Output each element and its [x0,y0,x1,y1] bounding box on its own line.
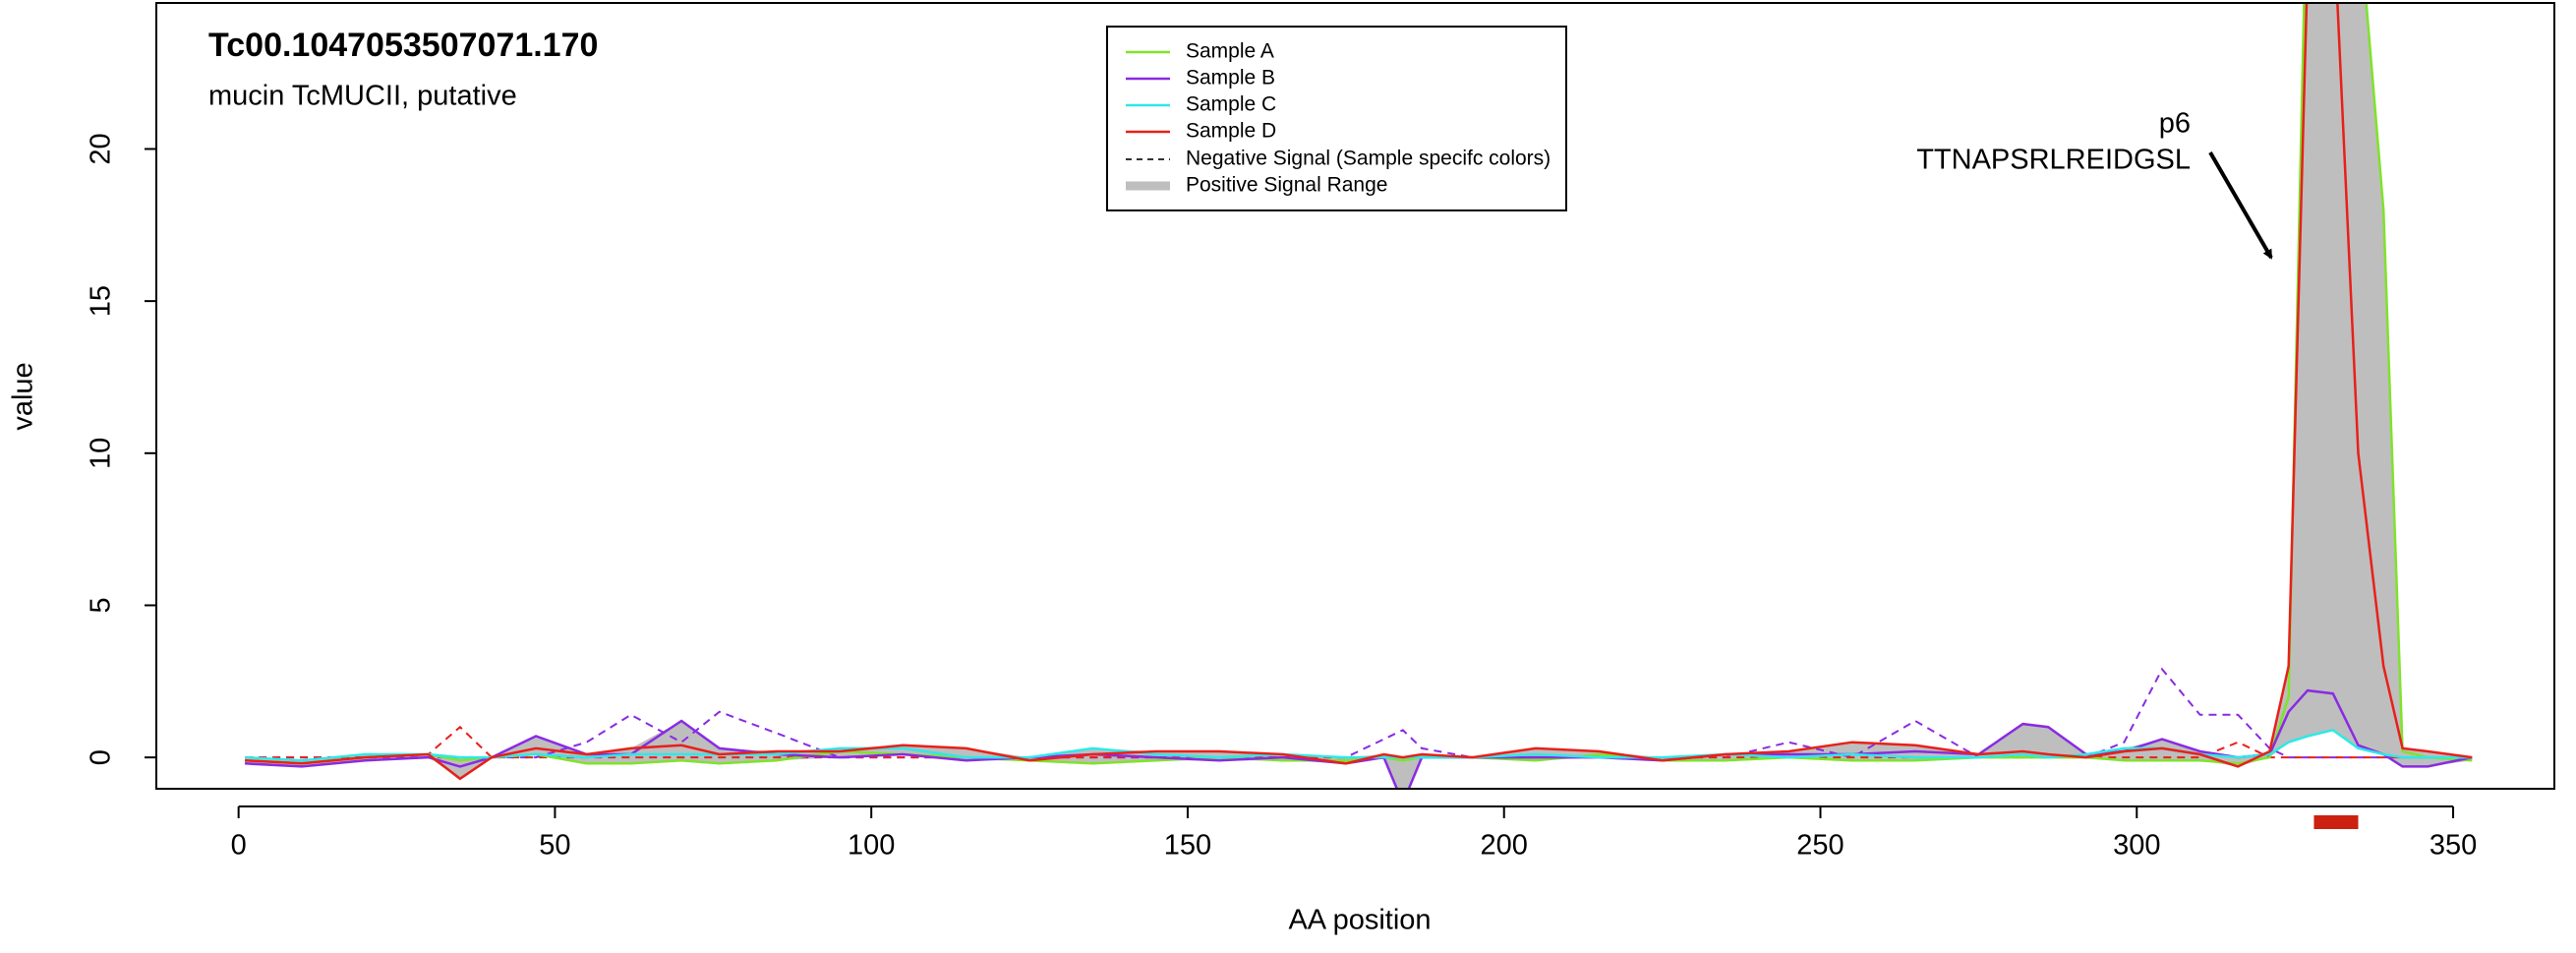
legend-label: Positive Signal Range [1186,174,1387,197]
x-tick-label: 100 [848,830,895,862]
legend-box [1106,26,1567,211]
y-tick-label: 0 [86,749,117,765]
annotation-arrow [2208,150,2273,260]
annotation-label: p6 [2159,108,2191,140]
y-tick-label: 15 [86,285,117,317]
plot-area [245,3,2473,789]
x-axis-label: AA position [1288,905,1431,936]
chart-subtitle: mucin TcMUCII, putative [208,81,517,112]
legend: Sample A Sample B Sample C Sample D Negative… [1106,26,1567,211]
plot-frame [155,2,2555,790]
legend-label: Sample A [1186,40,1274,63]
legend-label: Sample B [1186,67,1275,89]
series-line [245,688,2473,789]
x-tick-label: 50 [539,830,570,862]
x-tick-label: 200 [1481,830,1528,862]
highlight-range [2313,815,2359,829]
negative-signal-line [245,667,2473,759]
x-tick-label: 0 [231,830,247,862]
x-tick-label: 250 [1796,830,1844,862]
y-tick-label: 10 [86,438,117,469]
legend-label: Sample C [1186,93,1276,116]
legend-label: Sample D [1186,120,1276,143]
x-tick-label: 300 [2113,830,2160,862]
annotation-sequence: TTNAPSRLREIDGSL [1916,145,2191,176]
y-tick-label: 5 [86,597,117,613]
legend-label: Negative Signal (Sample specifc colors) [1186,148,1551,170]
y-tick-label: 20 [86,133,117,164]
x-tick-label: 150 [1164,830,1211,862]
x-tick-label: 350 [2430,830,2477,862]
y-axis-label: value [8,362,39,430]
series-line [245,3,2473,781]
chart-title: Tc00.1047053507071.170 [208,27,598,64]
